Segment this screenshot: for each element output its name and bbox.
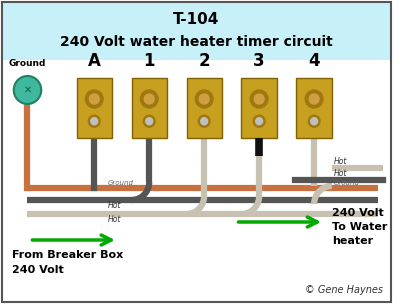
Circle shape xyxy=(143,115,155,127)
Text: heater: heater xyxy=(332,236,373,246)
Circle shape xyxy=(140,90,158,108)
Bar xyxy=(296,78,332,138)
Circle shape xyxy=(199,94,209,104)
Text: ✕: ✕ xyxy=(24,85,32,95)
Circle shape xyxy=(146,118,153,125)
Circle shape xyxy=(86,90,103,108)
Circle shape xyxy=(88,115,100,127)
Text: From Breaker Box: From Breaker Box xyxy=(12,250,123,260)
Circle shape xyxy=(198,115,210,127)
Circle shape xyxy=(254,94,264,104)
Bar xyxy=(186,78,222,138)
Text: To Water: To Water xyxy=(332,222,387,232)
Circle shape xyxy=(256,118,263,125)
Circle shape xyxy=(253,115,265,127)
Text: 4: 4 xyxy=(308,52,320,70)
Text: 1: 1 xyxy=(144,52,155,70)
Text: Ground: Ground xyxy=(334,180,360,186)
Text: 3: 3 xyxy=(253,52,265,70)
Text: 2: 2 xyxy=(198,52,210,70)
Circle shape xyxy=(195,90,213,108)
Text: © Gene Haynes: © Gene Haynes xyxy=(305,285,383,295)
Circle shape xyxy=(201,118,208,125)
Circle shape xyxy=(91,118,98,125)
Circle shape xyxy=(14,76,41,104)
Text: A: A xyxy=(88,52,101,70)
Circle shape xyxy=(250,90,268,108)
Circle shape xyxy=(305,90,323,108)
Bar xyxy=(132,78,167,138)
Text: T-104: T-104 xyxy=(173,12,220,27)
Text: 240 Volt water heater timer circuit: 240 Volt water heater timer circuit xyxy=(60,35,333,49)
Text: Hot: Hot xyxy=(334,169,347,178)
Text: Hot: Hot xyxy=(108,215,121,224)
Text: 240 Volt: 240 Volt xyxy=(332,208,384,218)
Text: Ground: Ground xyxy=(9,59,46,68)
Circle shape xyxy=(89,94,99,104)
Circle shape xyxy=(311,118,318,125)
Text: Ground: Ground xyxy=(108,180,134,186)
Circle shape xyxy=(144,94,154,104)
Text: Hot: Hot xyxy=(108,201,121,210)
Text: Hot: Hot xyxy=(334,157,347,166)
Text: 240 Volt: 240 Volt xyxy=(12,265,64,275)
Circle shape xyxy=(309,94,319,104)
Bar xyxy=(76,78,112,138)
Circle shape xyxy=(308,115,320,127)
Bar xyxy=(242,78,277,138)
FancyBboxPatch shape xyxy=(2,2,391,60)
